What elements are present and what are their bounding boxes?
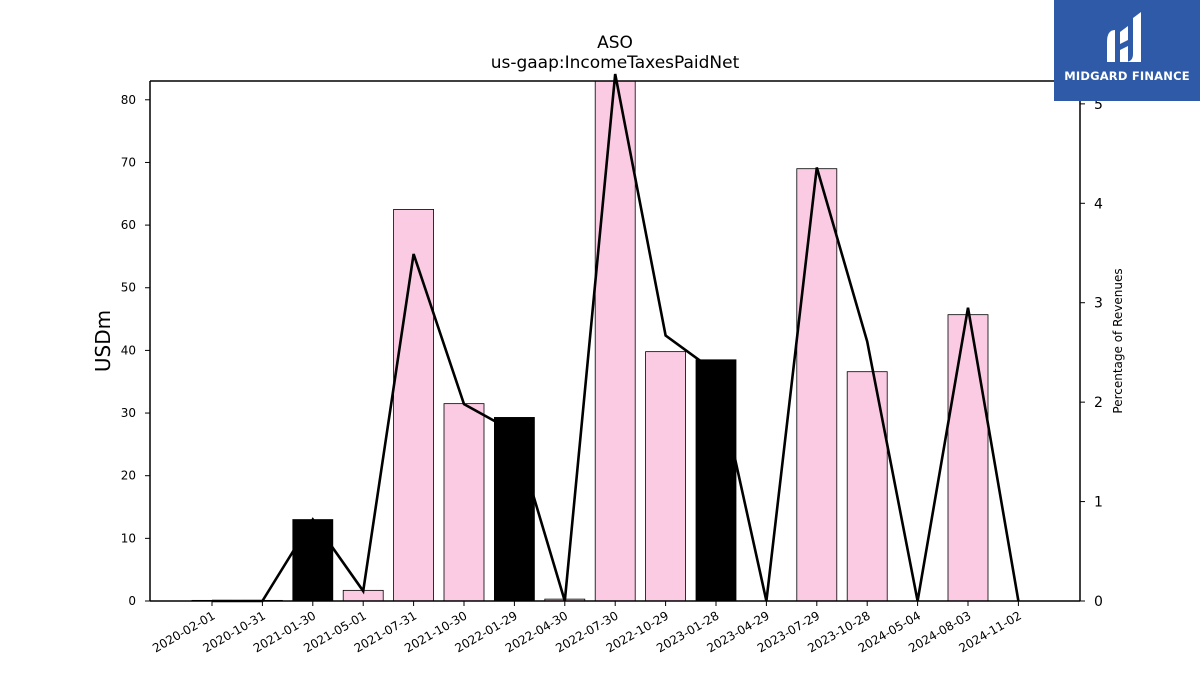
y-tick-label: 30 — [121, 406, 136, 420]
bar-2022-01-29 — [493, 417, 535, 601]
y2-tick-label: 1 — [1094, 495, 1103, 511]
bar-2021-07-31 — [393, 209, 435, 601]
y-axis-label: USDm — [91, 310, 115, 372]
y-tick-label: 60 — [121, 218, 136, 232]
bar-2021-10-30 — [443, 403, 485, 601]
y2-tick-label: 0 — [1094, 594, 1103, 610]
y2-tick-label: 4 — [1094, 196, 1103, 212]
bar-2023-01-28 — [695, 359, 737, 601]
y2-tick-label: 5 — [1094, 97, 1103, 113]
percentage-line — [212, 73, 1020, 603]
chart-subtitle: us-gaap:IncomeTaxesPaidNet — [491, 53, 740, 73]
bar-2024-08-03 — [947, 314, 989, 601]
logo-mark-icon — [1107, 12, 1141, 62]
y-tick-label: 0 — [128, 594, 136, 608]
y-tick-label: 40 — [121, 343, 136, 357]
y-tick-label: 20 — [121, 469, 136, 483]
line-layer — [212, 73, 1020, 603]
midgard-finance-logo: MIDGARD FINANCE — [1054, 0, 1200, 101]
bar-2021-01-30 — [292, 519, 334, 601]
y-tick-label: 80 — [121, 93, 136, 107]
y-tick-label: 10 — [121, 531, 136, 545]
bar-2022-07-30 — [594, 80, 636, 601]
chart-title: ASO — [597, 33, 633, 53]
y-tick-label: 70 — [121, 155, 136, 169]
bar-2023-10-28 — [846, 371, 888, 601]
y-tick-label: 50 — [121, 281, 136, 295]
y2-axis-label: Percentage of Revenues — [1111, 268, 1125, 413]
y2-tick-label: 3 — [1094, 296, 1103, 312]
bars-layer — [191, 80, 989, 601]
y2-tick-label: 2 — [1094, 395, 1103, 411]
bar-2023-07-29 — [796, 168, 838, 601]
bar-2022-10-29 — [645, 351, 686, 601]
logo-text: MIDGARD FINANCE — [1064, 69, 1190, 83]
